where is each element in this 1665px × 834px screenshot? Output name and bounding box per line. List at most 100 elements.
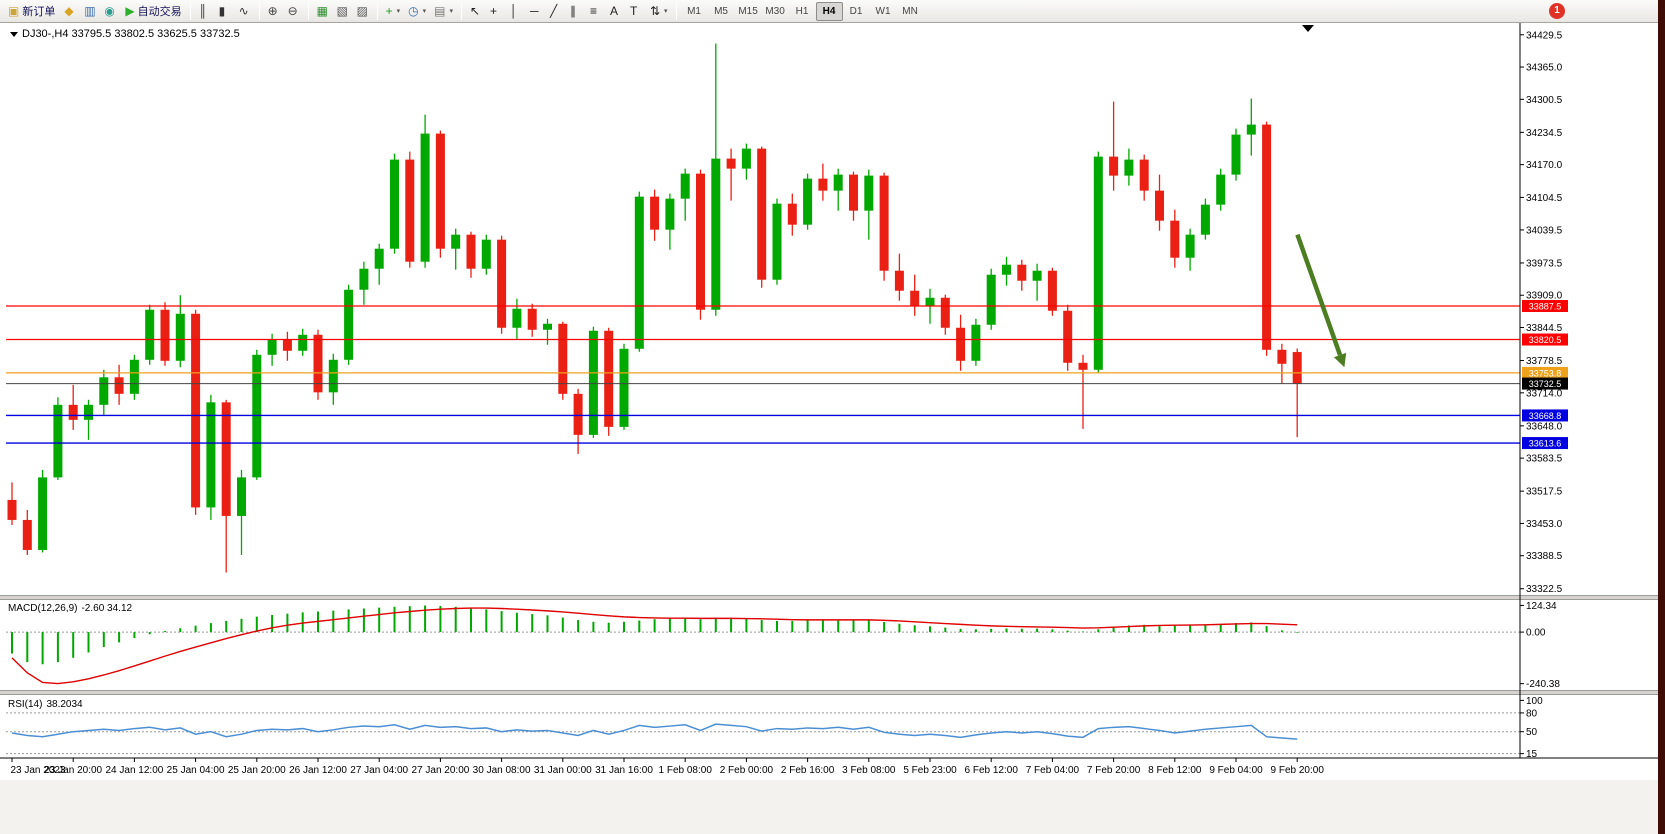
- macd-tick-label: 124.34: [1526, 601, 1557, 612]
- price-tick-label: 33778.5: [1526, 356, 1563, 367]
- timeframe-w1[interactable]: W1: [870, 2, 897, 21]
- market-watch-button[interactable]: ▥: [80, 1, 100, 21]
- chart-dropdown-icon: [10, 32, 18, 37]
- autotrade-play-icon: ▶: [125, 4, 135, 18]
- cursor-icon: ↖: [469, 4, 481, 18]
- trendline-button[interactable]: ╱: [546, 1, 566, 21]
- timeframe-m15[interactable]: M15: [735, 2, 762, 21]
- rsi-indicator-panel[interactable]: [6, 712, 1520, 755]
- price-tick-label: 34104.5: [1526, 193, 1563, 204]
- timeframe-d1[interactable]: D1: [843, 2, 870, 21]
- timeframe-m30[interactable]: M30: [762, 2, 789, 21]
- timeframe-h4[interactable]: H4: [815, 2, 843, 21]
- cursor-button[interactable]: ↖: [466, 1, 486, 21]
- strategy-tester-button[interactable]: ◉: [100, 1, 120, 21]
- candlestick-chart-button[interactable]: ▮: [215, 1, 235, 21]
- time-tick-label: 2 Feb 00:00: [720, 765, 774, 776]
- price-chart-panel[interactable]: [6, 43, 1520, 573]
- candle: [344, 289, 354, 360]
- candle: [374, 248, 384, 269]
- candle: [359, 268, 369, 290]
- chart-canvas[interactable]: 34429.5 34365.0 34300.5 34234.5 34170.0 34104…: [0, 23, 1665, 834]
- line-chart-button[interactable]: ∿: [235, 1, 255, 21]
- price-tick-label: 34170.0: [1526, 160, 1563, 171]
- autotrade-button[interactable]: ▶ 自动交易: [121, 1, 185, 21]
- chart-shift-marker-icon[interactable]: [1302, 25, 1314, 32]
- channel-button[interactable]: ∥: [566, 1, 586, 21]
- candle: [282, 339, 292, 351]
- candle: [390, 159, 399, 249]
- crosshair-button[interactable]: +: [486, 1, 506, 21]
- price-tick-label: 33909.0: [1526, 291, 1563, 302]
- periods-button[interactable]: ◷ ▾: [404, 1, 430, 21]
- templates-button[interactable]: ▤ ▾: [430, 1, 457, 21]
- zoom-out-icon: ⊖: [287, 4, 298, 18]
- workspace-area: [0, 780, 1665, 834]
- text-button[interactable]: A: [606, 1, 626, 21]
- candle: [956, 327, 966, 361]
- candle: [1231, 134, 1241, 175]
- candle: [573, 393, 583, 435]
- candle: [512, 308, 522, 328]
- price-tick-label: 34300.5: [1526, 95, 1563, 106]
- panel-separator[interactable]: [0, 690, 1665, 695]
- label-icon: T: [629, 4, 638, 18]
- chart-window: 34429.5 34365.0 34300.5 34234.5 34170.0 34104…: [0, 23, 1665, 834]
- indicators-button[interactable]: + ▾: [382, 1, 405, 21]
- candle: [1063, 310, 1073, 363]
- new-chart-button[interactable]: ▧: [333, 1, 353, 21]
- label-button[interactable]: T: [626, 1, 646, 21]
- arrows-button[interactable]: ⇅ ▾: [646, 1, 672, 21]
- toolbar-separator: [376, 2, 378, 20]
- fibonacci-icon: ≡: [589, 4, 597, 18]
- price-tick-label: 33648.0: [1526, 421, 1563, 432]
- candle: [864, 175, 874, 211]
- candle: [741, 148, 751, 169]
- timeframe-h1[interactable]: H1: [789, 2, 816, 21]
- notification-badge[interactable]: 1: [1549, 3, 1565, 19]
- dropdown-arrow-icon: ▾: [664, 8, 668, 15]
- profiles-button[interactable]: ▨: [353, 1, 373, 21]
- candle: [1109, 156, 1119, 176]
- metaeditor-button[interactable]: ◆: [60, 1, 80, 21]
- new-order-label: 新订单: [22, 6, 56, 18]
- vertical-line-button[interactable]: │: [506, 1, 526, 21]
- bar-chart-button[interactable]: ║: [195, 1, 215, 21]
- price-axis[interactable]: 34429.5 34365.0 34300.5 34234.5 34170.0 34104…: [1519, 23, 1568, 760]
- candlestick-chart-icon: ▮: [218, 4, 226, 18]
- candle: [696, 173, 705, 310]
- panel-separator[interactable]: [0, 595, 1665, 600]
- candle: [1292, 352, 1302, 384]
- tile-windows-button[interactable]: ▦: [313, 1, 333, 21]
- timeframe-mn[interactable]: MN: [897, 2, 924, 21]
- candle: [313, 334, 323, 393]
- new-order-button[interactable]: ▣ 新订单: [4, 1, 59, 21]
- trendline-icon: ╱: [549, 4, 558, 18]
- standard-toolbar-group: ◆ ▥ ◉: [60, 1, 120, 21]
- candle: [772, 203, 782, 280]
- fibonacci-button[interactable]: ≡: [586, 1, 606, 21]
- candle: [466, 234, 476, 269]
- profiles-icon: ▨: [356, 4, 368, 18]
- price-label-text: 33732.5: [1529, 379, 1562, 389]
- horizontal-line-button[interactable]: ─: [526, 1, 546, 21]
- macd-indicator-panel[interactable]: [6, 605, 1520, 685]
- candle: [237, 477, 246, 516]
- dropdown-arrow-icon: ▾: [422, 8, 427, 15]
- timeframe-m5[interactable]: M5: [708, 2, 735, 21]
- zoom-in-button[interactable]: ⊕: [264, 1, 284, 21]
- candle: [849, 174, 858, 211]
- dropdown-arrow-icon: ▾: [396, 8, 401, 15]
- timeframe-m1[interactable]: M1: [681, 2, 708, 21]
- market-watch-icon: ▥: [84, 4, 96, 18]
- macd-tick-label: -240.38: [1526, 679, 1560, 690]
- crosshair-icon: +: [489, 4, 497, 18]
- candle: [68, 404, 78, 420]
- zoom-out-button[interactable]: ⊖: [284, 1, 304, 21]
- macd-values: -2.60 34.12: [81, 603, 133, 614]
- candle: [940, 297, 950, 328]
- candle: [894, 270, 904, 291]
- trend-arrow-annotation[interactable]: [1295, 233, 1347, 368]
- macd-label: MACD(12,26,9) -2.60 34.12: [8, 603, 132, 614]
